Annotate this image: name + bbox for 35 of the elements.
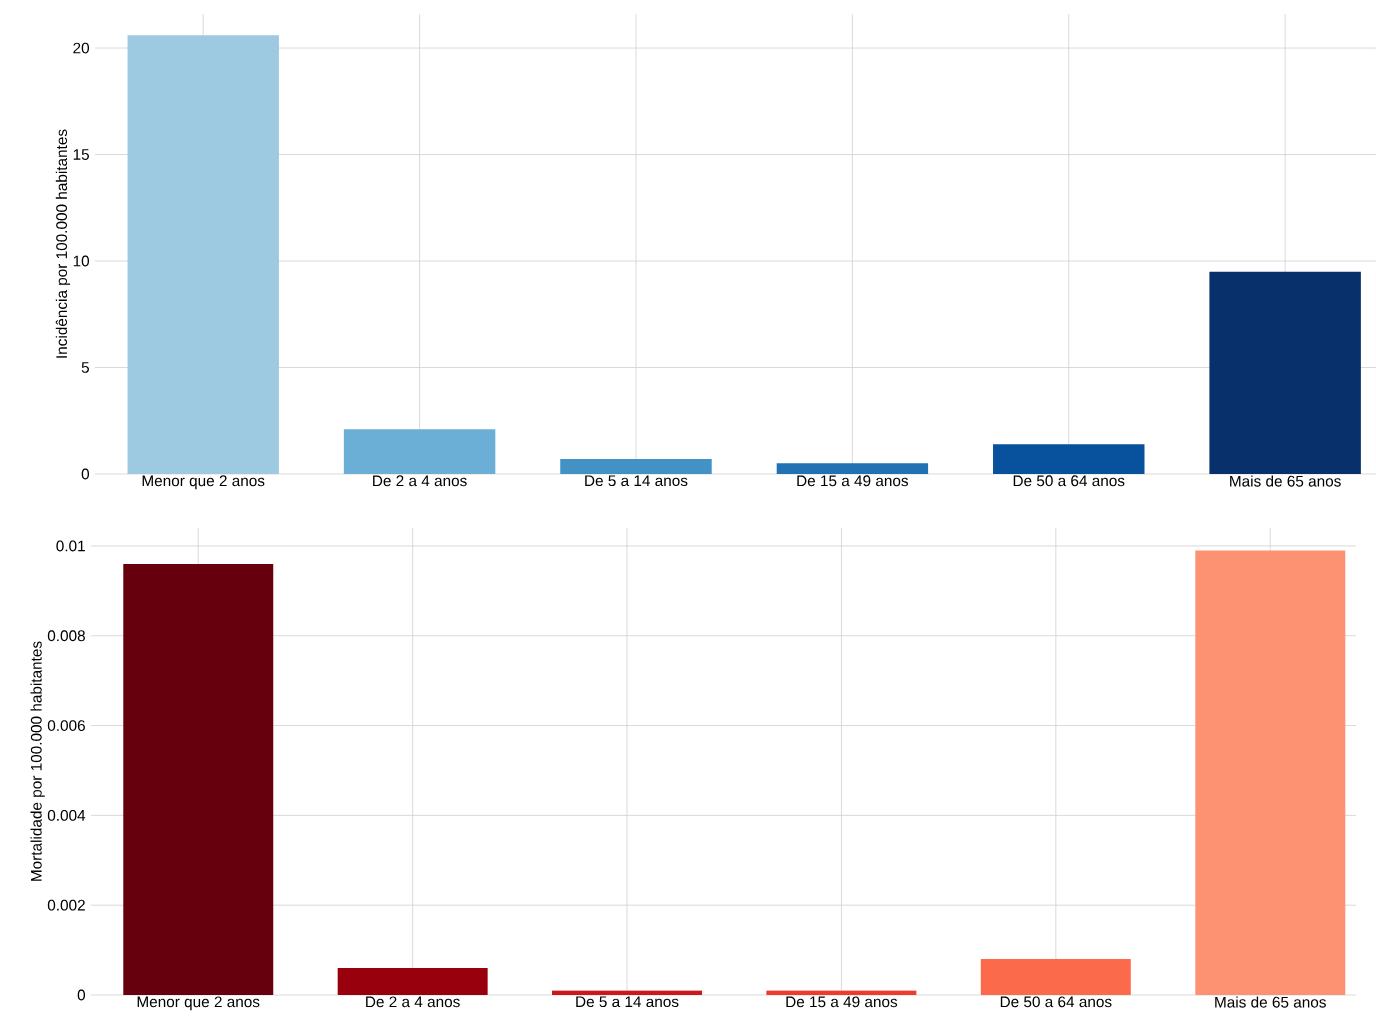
x-tick-label: De 15 a 49 anos bbox=[797, 475, 909, 487]
x-tick-label: De 5 a 14 anos bbox=[576, 996, 679, 1008]
y-tick-label: 0.01 bbox=[56, 540, 85, 552]
x-tick-label: De 2 a 4 anos bbox=[373, 475, 467, 487]
x-tick-label: Mais de 65 anos bbox=[1230, 475, 1341, 487]
x-tick-label: Menor que 2 anos bbox=[142, 475, 265, 490]
bar bbox=[123, 563, 274, 995]
y-tick-label: 10 bbox=[73, 255, 90, 267]
y-tick-label: 0 bbox=[81, 468, 90, 480]
x-tick-label: Menor que 2 anos bbox=[137, 996, 260, 1011]
x-tick-label: De 5 a 14 anos bbox=[585, 475, 688, 487]
bar bbox=[337, 968, 488, 995]
x-tick-label: Mais de 65 anos bbox=[1215, 996, 1326, 1008]
y-axis-title: Incidência por 100.000 habitantes bbox=[55, 129, 71, 358]
x-tick-label: De 2 a 4 anos bbox=[366, 996, 460, 1008]
y-axis-title: Mortalidade por 100.000 habitantes bbox=[30, 641, 45, 881]
bar bbox=[1195, 550, 1346, 995]
bar bbox=[980, 959, 1131, 995]
x-tick-label: De 50 a 64 anos bbox=[1013, 475, 1125, 487]
x-tick-label: De 50 a 64 anos bbox=[1000, 996, 1112, 1008]
bar bbox=[560, 459, 712, 474]
bar bbox=[1209, 271, 1361, 474]
y-tick-label: 0 bbox=[77, 989, 86, 1001]
y-tick-label: 15 bbox=[73, 149, 89, 160]
y-tick-label: 0.006 bbox=[47, 720, 85, 731]
y-tick-label: 20 bbox=[73, 42, 90, 54]
bar bbox=[127, 35, 279, 474]
y-tick-label: 0.002 bbox=[47, 899, 85, 911]
bar bbox=[343, 429, 496, 474]
bar bbox=[776, 463, 929, 474]
y-tick-label: 0.004 bbox=[47, 809, 86, 821]
bar bbox=[993, 444, 1145, 474]
y-tick-label: 5 bbox=[81, 362, 89, 373]
y-tick-label: 0.008 bbox=[47, 630, 85, 642]
x-tick-label: De 15 a 49 anos bbox=[786, 996, 898, 1008]
